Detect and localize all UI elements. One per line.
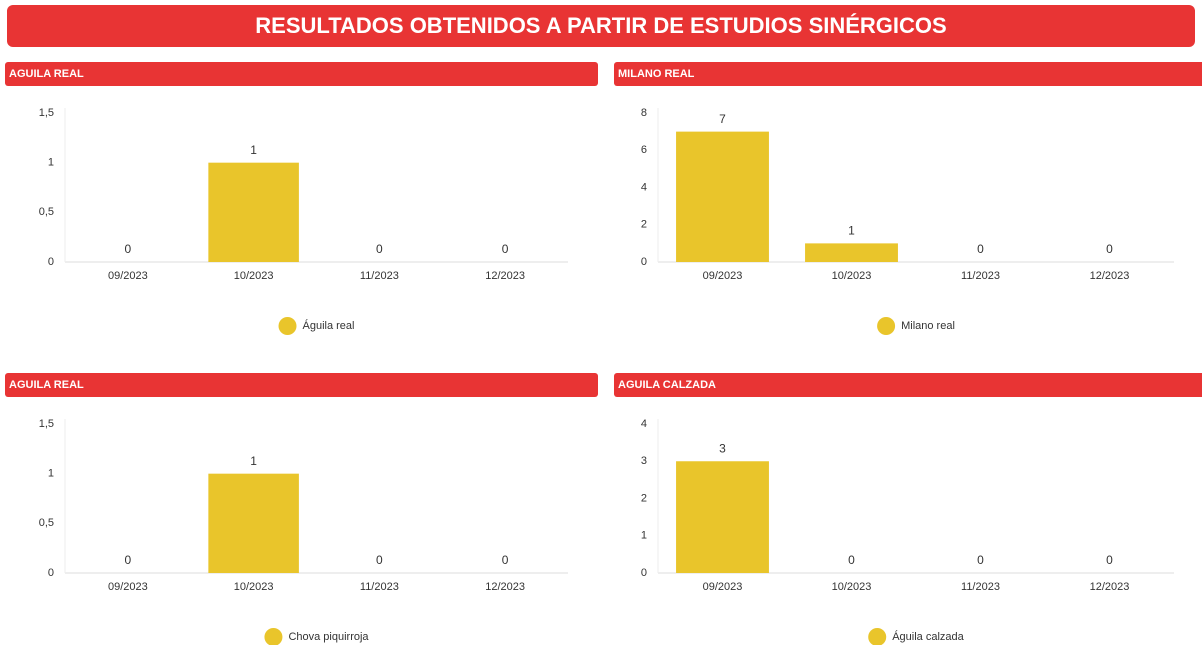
value-label: 0: [848, 553, 855, 567]
x-tick-label: 11/2023: [360, 581, 399, 593]
y-tick-label: 1,5: [39, 418, 54, 430]
y-tick-label: 1: [641, 530, 647, 542]
panel-header: [5, 62, 598, 86]
y-tick-label: 1,5: [39, 107, 54, 119]
x-tick-label: 10/2023: [234, 581, 274, 593]
y-tick-label: 4: [641, 418, 647, 430]
panel-header: [614, 373, 1202, 397]
legend-swatch: [278, 317, 297, 335]
value-label: 1: [250, 143, 257, 157]
value-label: 0: [977, 242, 984, 256]
x-tick-label: 10/2023: [832, 581, 872, 593]
bar: [676, 461, 769, 573]
x-tick-label: 09/2023: [108, 270, 148, 282]
value-label: 0: [376, 242, 383, 256]
legend-label: Chova piquirroja: [288, 631, 369, 643]
panel-title: AGUILA CALZADA: [618, 379, 716, 391]
bar: [676, 131, 769, 262]
value-label: 0: [376, 553, 383, 567]
y-tick-label: 6: [641, 144, 647, 156]
x-tick-label: 11/2023: [360, 270, 399, 282]
legend-label: Águila calzada: [892, 630, 964, 643]
value-label: 1: [250, 454, 257, 468]
y-tick-label: 0: [48, 256, 54, 268]
value-label: 3: [719, 441, 726, 455]
x-tick-label: 09/2023: [703, 581, 743, 593]
value-label: 0: [125, 553, 132, 567]
y-tick-label: 1: [48, 468, 54, 480]
value-label: 0: [502, 553, 509, 567]
y-tick-label: 0: [641, 567, 647, 579]
value-label: 0: [125, 242, 132, 256]
legend-label: Águila real: [303, 319, 355, 332]
value-label: 0: [1106, 553, 1113, 567]
y-tick-label: 4: [641, 181, 647, 193]
legend-label: Milano real: [901, 320, 955, 332]
x-tick-label: 11/2023: [961, 270, 1000, 282]
y-tick-label: 0,5: [39, 517, 54, 529]
panel-title: AGUILA REAL: [9, 379, 84, 391]
x-tick-label: 10/2023: [234, 270, 274, 282]
value-label: 0: [977, 553, 984, 567]
panel-header: [5, 373, 598, 397]
value-label: 0: [1106, 242, 1113, 256]
y-tick-label: 2: [641, 492, 647, 504]
panel-header: [614, 62, 1202, 86]
y-tick-label: 3: [641, 455, 647, 467]
y-tick-label: 2: [641, 219, 647, 231]
legend-swatch: [264, 628, 283, 645]
y-tick-label: 1: [48, 157, 54, 169]
x-tick-label: 09/2023: [703, 270, 743, 282]
x-tick-label: 12/2023: [1090, 581, 1130, 593]
value-label: 0: [502, 242, 509, 256]
bar: [208, 473, 299, 573]
x-tick-label: 10/2023: [832, 270, 872, 282]
header-bar: [7, 5, 1195, 47]
y-tick-label: 8: [641, 107, 647, 119]
x-tick-label: 12/2023: [1090, 270, 1130, 282]
value-label: 1: [848, 224, 855, 238]
legend-swatch: [877, 317, 896, 335]
header-title: RESULTADOS OBTENIDOS A PARTIR DE ESTUDIO…: [255, 13, 946, 38]
legend-swatch: [868, 628, 887, 645]
x-tick-label: 09/2023: [108, 581, 148, 593]
x-tick-label: 11/2023: [961, 581, 1000, 593]
bar: [805, 243, 898, 262]
y-tick-label: 0: [641, 256, 647, 268]
value-label: 7: [719, 112, 726, 126]
panel-title: MILANO REAL: [618, 68, 695, 80]
bar: [208, 162, 299, 262]
x-tick-label: 12/2023: [485, 270, 525, 282]
y-tick-label: 0: [48, 567, 54, 579]
y-tick-label: 0,5: [39, 206, 54, 218]
x-tick-label: 12/2023: [485, 581, 525, 593]
panel-title: AGUILA REAL: [9, 68, 84, 80]
